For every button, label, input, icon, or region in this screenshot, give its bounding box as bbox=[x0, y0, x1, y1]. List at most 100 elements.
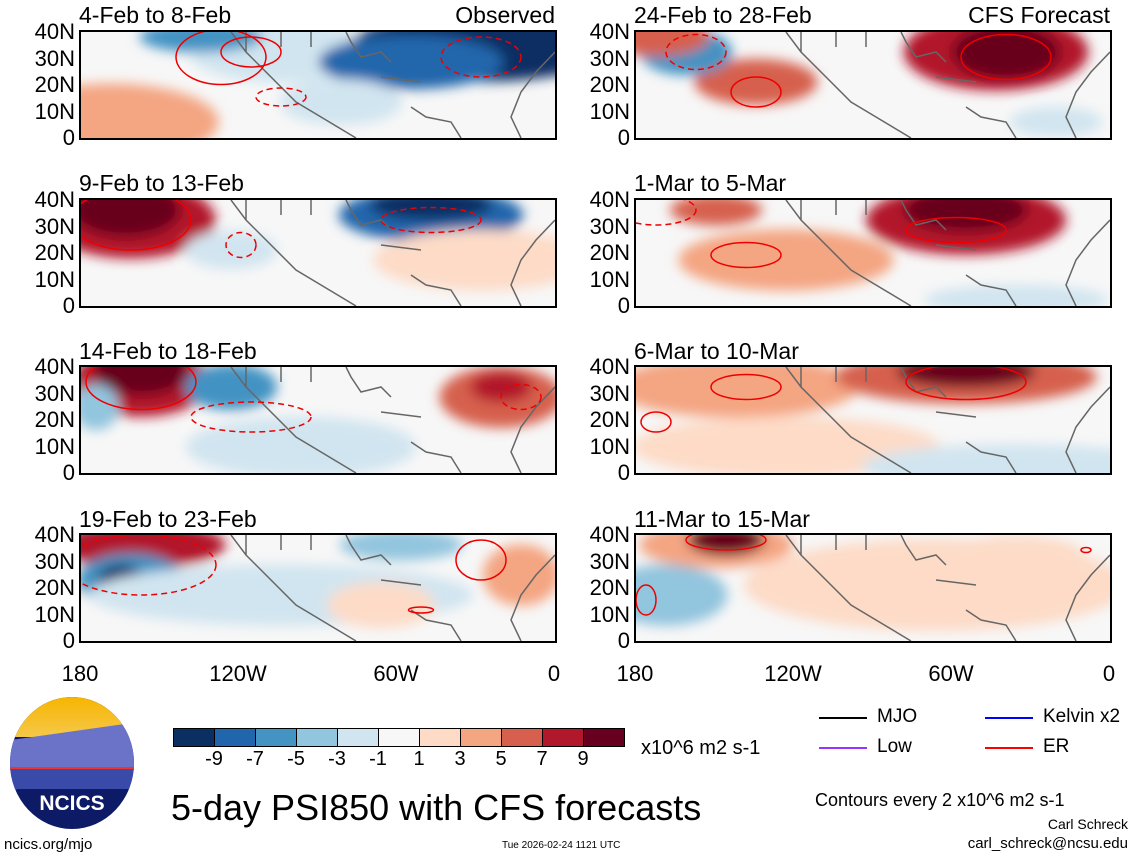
panel-title: 9-Feb to 13-Feb bbox=[79, 170, 244, 196]
colorbar-swatch bbox=[461, 729, 502, 746]
anomaly-region bbox=[369, 200, 493, 221]
lat-tick-label: 30N bbox=[34, 45, 75, 71]
lat-tick-label: 0 bbox=[617, 293, 630, 318]
colorbar-label: 7 bbox=[536, 748, 548, 770]
colorbar-swatch bbox=[584, 729, 624, 746]
er-contour bbox=[905, 367, 1027, 401]
site-link[interactable]: ncics.org/mjo bbox=[4, 836, 93, 853]
lat-tick-label: 20N bbox=[589, 72, 630, 97]
lat-tick-label: 40N bbox=[34, 19, 75, 44]
lat-tick-label: 40N bbox=[34, 354, 75, 379]
er-contour bbox=[175, 32, 267, 86]
colorbar-swatch bbox=[502, 729, 543, 746]
anomaly-region bbox=[81, 83, 219, 138]
legend-label: MJO bbox=[877, 706, 918, 727]
er-contour bbox=[380, 206, 482, 234]
anomaly-region bbox=[896, 367, 1036, 388]
anomaly-region bbox=[636, 564, 728, 626]
lat-tick-label: 10N bbox=[34, 433, 75, 459]
er-contour bbox=[636, 584, 657, 616]
lat-tick-label: 0 bbox=[617, 125, 630, 150]
lat-tick-label: 10N bbox=[589, 266, 630, 292]
colorbar-label: -9 bbox=[205, 748, 223, 770]
er-contour bbox=[636, 200, 697, 226]
anomaly-region bbox=[339, 535, 463, 561]
panel-title: 24-Feb to 28-Feb bbox=[634, 2, 812, 28]
anomaly-region bbox=[184, 367, 278, 411]
anomaly-region bbox=[81, 200, 180, 237]
map-panel bbox=[634, 533, 1112, 643]
colorbar-swatch bbox=[379, 729, 420, 746]
er-contour bbox=[960, 33, 1052, 81]
legend-label: Kelvin x2 bbox=[1043, 706, 1121, 727]
colorbar-swatch bbox=[338, 729, 379, 746]
anomaly-region bbox=[904, 200, 1028, 232]
lat-tick-label: 10N bbox=[34, 98, 75, 124]
panel-title: 6-Mar to 10-Mar bbox=[634, 338, 799, 364]
lat-tick-label: 40N bbox=[589, 522, 630, 547]
lat-tick-label: 20N bbox=[589, 407, 630, 432]
map-panel bbox=[79, 533, 557, 643]
anomaly-region bbox=[94, 367, 188, 396]
anomaly-region bbox=[678, 229, 894, 291]
legend-line bbox=[819, 717, 867, 719]
anomaly-region bbox=[318, 35, 504, 89]
coastline bbox=[230, 535, 555, 641]
lat-tick-label: 40N bbox=[589, 354, 630, 379]
anomaly-region bbox=[185, 416, 417, 473]
anomaly-region bbox=[482, 544, 555, 606]
legend-label: Low bbox=[877, 736, 912, 757]
colorbar bbox=[173, 728, 625, 747]
lat-tick-label: 40N bbox=[34, 522, 75, 547]
coastline bbox=[785, 200, 1110, 306]
colorbar-label: -7 bbox=[246, 748, 264, 770]
er-contour bbox=[730, 76, 782, 108]
lat-tick-label: 30N bbox=[34, 548, 75, 574]
colorbar-swatch bbox=[297, 729, 338, 746]
anomaly-region bbox=[636, 416, 940, 473]
coastline bbox=[230, 200, 555, 306]
anomaly-region bbox=[184, 230, 278, 270]
map-panel bbox=[79, 198, 557, 308]
colorbar-label: 1 bbox=[413, 748, 425, 770]
lat-tick-label: 0 bbox=[617, 460, 630, 485]
er-contour bbox=[710, 373, 782, 401]
map-panel bbox=[634, 198, 1112, 308]
lon-tick-label: 0 bbox=[1102, 661, 1116, 686]
anomaly-region bbox=[1009, 106, 1103, 138]
colorbar-swatch bbox=[420, 729, 461, 746]
lon-tick-label: 0 bbox=[547, 661, 561, 686]
lat-tick-label: 20N bbox=[34, 72, 75, 97]
er-contour bbox=[640, 411, 672, 433]
lat-tick-label: 30N bbox=[589, 380, 630, 406]
legend-line bbox=[819, 747, 867, 749]
author: Carl Schreck bbox=[1047, 816, 1128, 832]
anomaly-region bbox=[862, 443, 1110, 473]
lat-tick-label: 0 bbox=[62, 125, 75, 150]
lat-tick-label: 10N bbox=[589, 601, 630, 627]
email: carl_schreck@ncsu.edu bbox=[967, 835, 1128, 852]
colorbar-swatch bbox=[174, 729, 215, 746]
lon-tick-label: 60W bbox=[928, 661, 974, 686]
legend-label: ER bbox=[1043, 736, 1070, 757]
anomaly-region bbox=[923, 284, 1109, 306]
anomaly-region bbox=[470, 371, 532, 403]
colorbar-label: 5 bbox=[495, 748, 507, 770]
coastline bbox=[785, 535, 1110, 641]
map-panel bbox=[79, 365, 557, 475]
lat-tick-label: 40N bbox=[589, 187, 630, 212]
panel-title: 19-Feb to 23-Feb bbox=[79, 506, 257, 532]
lat-tick-label: 10N bbox=[34, 601, 75, 627]
timestamp: Tue 2026-02-24 1121 UTC bbox=[502, 840, 621, 851]
lon-tick-label: 180 bbox=[61, 661, 99, 686]
lon-tick-label: 120W bbox=[764, 661, 822, 686]
lat-tick-label: 20N bbox=[34, 240, 75, 265]
map-panel bbox=[79, 30, 557, 140]
contours-note: Contours every 2 x10^6 m2 s-1 bbox=[815, 790, 1065, 810]
er-contour bbox=[225, 231, 257, 259]
anomaly-region bbox=[694, 58, 818, 106]
er-contour bbox=[220, 36, 282, 68]
colorbar-swatch bbox=[543, 729, 584, 746]
legend-line bbox=[985, 717, 1033, 719]
lat-tick-label: 30N bbox=[589, 213, 630, 239]
